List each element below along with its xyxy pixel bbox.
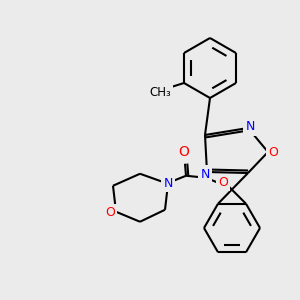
Text: O: O — [218, 176, 228, 189]
Text: N: N — [200, 167, 210, 181]
Text: O: O — [105, 206, 115, 219]
Text: O: O — [268, 146, 278, 158]
Text: N: N — [245, 121, 255, 134]
Text: N: N — [163, 177, 173, 190]
Text: CH₃: CH₃ — [149, 86, 171, 100]
Text: O: O — [178, 145, 189, 159]
